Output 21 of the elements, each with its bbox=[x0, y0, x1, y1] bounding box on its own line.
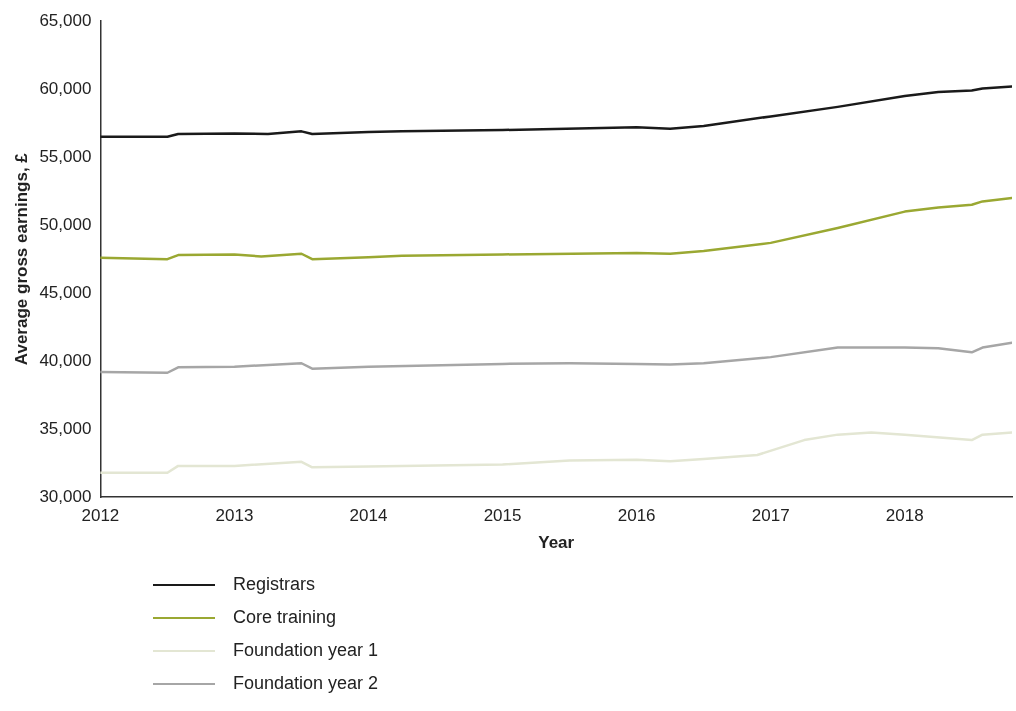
x-axis-title: Year bbox=[538, 533, 575, 553]
y-tick-label: 45,000 bbox=[39, 282, 92, 302]
y-tick-label: 65,000 bbox=[39, 10, 92, 30]
x-tick-label: 2014 bbox=[349, 506, 388, 526]
x-tick-label: 2013 bbox=[215, 506, 254, 526]
y-tick-label: 55,000 bbox=[39, 146, 92, 166]
y-tick-label: 60,000 bbox=[39, 78, 92, 98]
y-tick-label: 40,000 bbox=[39, 350, 92, 370]
legend-label: Foundation year 2 bbox=[233, 673, 379, 694]
x-tick-label: 2016 bbox=[617, 506, 656, 526]
legend-label: Registrars bbox=[233, 574, 316, 595]
x-tick-label: 2018 bbox=[885, 506, 924, 526]
y-tick-label: 35,000 bbox=[39, 418, 92, 438]
x-tick-label: 2015 bbox=[483, 506, 522, 526]
y-axis-title: Average gross earnings, £ bbox=[11, 152, 31, 366]
legend-label: Foundation year 1 bbox=[233, 640, 379, 661]
x-tick-label: 2017 bbox=[751, 506, 790, 526]
y-tick-label: 50,000 bbox=[39, 214, 92, 234]
x-tick-label: 2012 bbox=[81, 506, 120, 526]
y-tick-label: 30,000 bbox=[39, 486, 92, 506]
legend-label: Core training bbox=[233, 607, 337, 628]
